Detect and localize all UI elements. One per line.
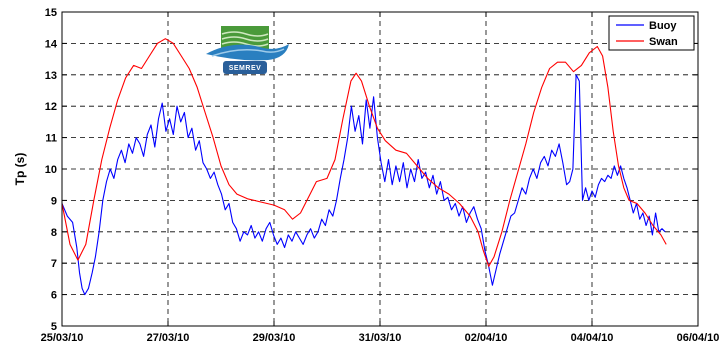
legend-box: [608, 15, 695, 51]
legend: Buoy Swan: [608, 15, 695, 51]
y-tick-label: 15: [45, 7, 57, 19]
y-tick-label: 13: [45, 70, 57, 82]
x-tick-label: 02/04/10: [465, 332, 508, 344]
x-axis: 25/03/10 27/03/10 29/03/10 31/03/10 02/04/10…: [41, 12, 720, 344]
x-tick-label: 04/04/10: [571, 332, 614, 344]
y-tick-label: 9: [51, 195, 57, 207]
logo-name-plate: [223, 61, 267, 74]
logo-wordmark: SEMREV: [229, 65, 262, 72]
logo-wave-icon: [206, 44, 289, 61]
y-tick-label: 14: [45, 38, 58, 50]
series-layer: [61, 38, 667, 296]
y-tick-label: 11: [45, 133, 57, 145]
x-tick-label: 29/03/10: [253, 332, 296, 344]
x-tick-label: 25/03/10: [41, 332, 84, 344]
semrev-logo: SEMREV: [206, 26, 289, 74]
y-tick-label: 8: [51, 227, 57, 239]
y-tick-label: 5: [51, 321, 57, 333]
x-tick-label: 06/04/10: [677, 332, 720, 344]
y-tick-label: 10: [45, 164, 57, 176]
legend-swan-label: Swan: [649, 36, 678, 48]
gridlines: [62, 12, 698, 326]
y-tick-label: 12: [45, 101, 57, 113]
y-axis-label: Tp (s): [13, 153, 27, 186]
legend-buoy-label: Buoy: [649, 20, 677, 32]
logo-wave-crest: [211, 48, 285, 57]
y-tick-label: 6: [51, 290, 57, 302]
series-line-swan: [61, 38, 667, 267]
y-axis: 5 6 7 8 9 10 11 12 13 14 15: [45, 7, 698, 333]
x-tick-label: 27/03/10: [147, 332, 190, 344]
logo-wave-stripes: [221, 31, 269, 47]
x-tick-label: 31/03/10: [359, 332, 402, 344]
y-tick-label: 7: [51, 258, 57, 270]
